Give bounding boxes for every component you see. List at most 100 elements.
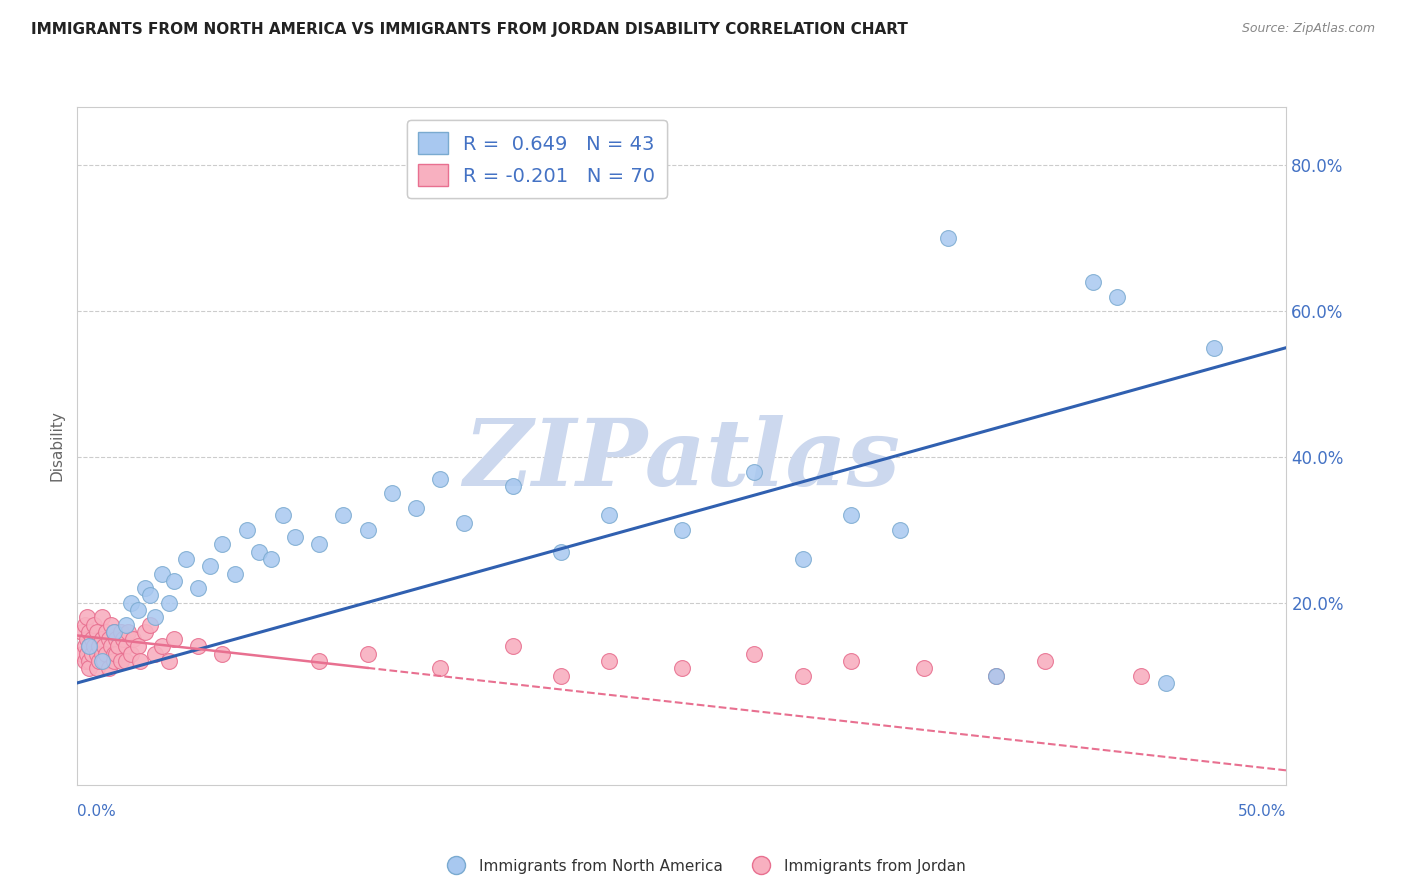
Point [308, 537, 330, 551]
Point [90, 632, 112, 647]
Point [839, 654, 862, 668]
Point [912, 661, 935, 675]
Point [86, 624, 108, 639]
Point [97, 632, 120, 647]
Point [73, 617, 96, 632]
Point [936, 231, 959, 245]
Point [792, 552, 814, 566]
Point [187, 640, 209, 654]
Point [103, 624, 125, 639]
Point [110, 624, 132, 639]
Point [271, 508, 294, 523]
Point [80, 647, 103, 661]
Point [100, 640, 122, 654]
Point [122, 632, 145, 647]
Text: ZIPatlas: ZIPatlas [464, 415, 900, 505]
Point [381, 486, 404, 500]
Point [671, 523, 693, 537]
Point [356, 523, 378, 537]
Text: Source: ZipAtlas.com: Source: ZipAtlas.com [1241, 22, 1375, 36]
Point [134, 624, 156, 639]
Point [224, 566, 246, 581]
Point [103, 654, 125, 668]
Point [96, 647, 118, 661]
Point [79, 661, 101, 675]
Point [79, 654, 101, 668]
Point [70, 647, 93, 661]
Point [792, 668, 814, 682]
Point [87, 654, 110, 668]
Point [839, 508, 862, 523]
Point [356, 647, 378, 661]
Point [76, 610, 98, 624]
Point [73, 654, 96, 668]
Point [114, 654, 136, 668]
Point [598, 508, 620, 523]
Point [150, 566, 173, 581]
Point [1107, 289, 1129, 303]
Point [143, 610, 166, 624]
Point [139, 617, 162, 632]
Point [107, 640, 129, 654]
Text: 50.0%: 50.0% [1239, 805, 1286, 819]
Point [247, 544, 270, 558]
Point [103, 647, 125, 661]
Point [429, 472, 451, 486]
Point [150, 640, 173, 654]
Point [76, 632, 98, 647]
Point [127, 603, 149, 617]
Point [986, 668, 1008, 682]
Point [200, 559, 222, 574]
Point [744, 647, 766, 661]
Point [1202, 341, 1225, 355]
Point [110, 654, 132, 668]
Point [1033, 654, 1056, 668]
Point [598, 654, 620, 668]
Point [83, 640, 105, 654]
Point [79, 640, 101, 654]
Point [70, 624, 93, 639]
Point [260, 552, 283, 566]
Point [502, 479, 524, 493]
Y-axis label: Disability: Disability [49, 410, 65, 482]
Text: IMMIGRANTS FROM NORTH AMERICA VS IMMIGRANTS FROM JORDAN DISABILITY CORRELATION C: IMMIGRANTS FROM NORTH AMERICA VS IMMIGRA… [31, 22, 908, 37]
Point [93, 654, 115, 668]
Point [550, 544, 572, 558]
Point [986, 668, 1008, 682]
Point [100, 617, 122, 632]
Point [97, 661, 120, 675]
Point [143, 647, 166, 661]
Point [86, 647, 108, 661]
Point [134, 581, 156, 595]
Point [86, 661, 108, 675]
Point [211, 647, 233, 661]
Point [73, 640, 96, 654]
Point [83, 617, 105, 632]
Point [1130, 668, 1153, 682]
Point [80, 632, 103, 647]
Point [103, 624, 125, 639]
Point [105, 632, 128, 647]
Point [429, 661, 451, 675]
Point [79, 624, 101, 639]
Point [105, 647, 128, 661]
Point [90, 647, 112, 661]
Point [114, 617, 136, 632]
Point [502, 640, 524, 654]
Point [889, 523, 911, 537]
Point [139, 589, 162, 603]
Point [671, 661, 693, 675]
Point [117, 624, 139, 639]
Point [744, 465, 766, 479]
Point [235, 523, 257, 537]
Point [163, 574, 186, 588]
Point [129, 654, 152, 668]
Point [96, 624, 118, 639]
Point [112, 632, 135, 647]
Point [332, 508, 354, 523]
Point [550, 668, 572, 682]
Point [284, 530, 307, 544]
Point [308, 654, 330, 668]
Point [90, 654, 112, 668]
Point [187, 581, 209, 595]
